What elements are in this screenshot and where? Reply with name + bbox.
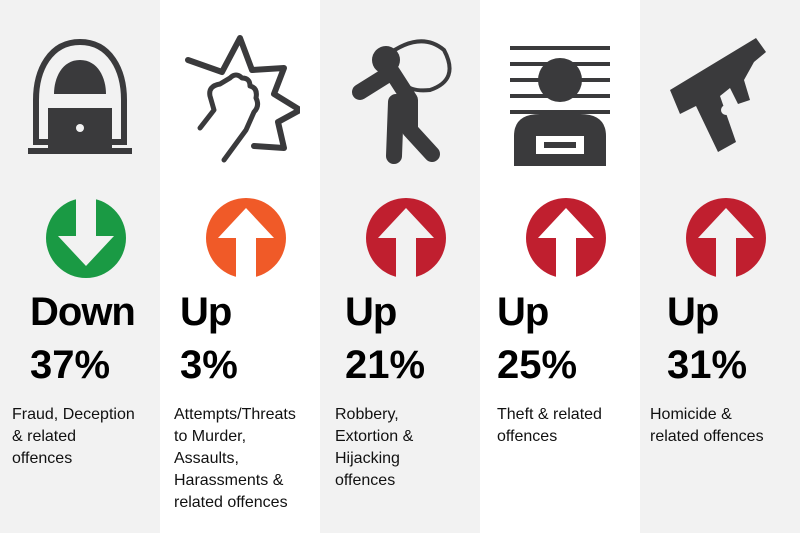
category-label: Theft & related offences (497, 404, 647, 448)
label-line: related offences (650, 428, 764, 445)
direction-text: Down (30, 290, 136, 334)
label-line: Homicide & (650, 406, 732, 423)
arrow-down-icon (46, 198, 126, 278)
category-label: Homicide & related offences (650, 404, 800, 448)
fist-punch-icon (185, 35, 300, 163)
label-line: Theft & related (497, 406, 602, 423)
label-line: Attempts/Threats (174, 406, 296, 423)
label-line: related offences (174, 494, 288, 511)
category-label: Fraud, Deception & related offences (12, 404, 162, 470)
label-line: Hijacking (335, 450, 400, 467)
mugshot-icon (510, 46, 610, 166)
stat-column-homicide: Up 31% Homicide & related offences (640, 0, 800, 533)
hooded-hacker-laptop-icon (28, 38, 132, 154)
category-label: Attempts/Threats to Murder, Assaults, Ha… (174, 404, 324, 514)
label-line: Assaults, (174, 450, 239, 467)
label-line: offences (12, 450, 73, 467)
thief-with-sack-icon (352, 39, 452, 164)
arrow-up-icon (206, 198, 286, 278)
stat-column-fraud: Down 37% Fraud, Deception & related offe… (0, 0, 160, 533)
label-line: Extortion & (335, 428, 414, 445)
arrow-up-icon (526, 198, 606, 278)
percent-text: 21% (345, 343, 426, 387)
direction-text: Up (497, 290, 549, 334)
stat-column-assault: Up 3% Attempts/Threats to Murder, Assaul… (160, 0, 320, 533)
label-line: offences (335, 472, 396, 489)
label-line: Fraud, Deception (12, 406, 135, 423)
percent-text: 37% (30, 343, 111, 387)
percent-text: 25% (497, 343, 578, 387)
label-line: to Murder, (174, 428, 247, 445)
stat-column-theft: Up 25% Theft & related offences (480, 0, 640, 533)
pistol-icon (670, 38, 766, 152)
stat-column-robbery: Up 21% Robbery, Extortion & Hijacking of… (320, 0, 480, 533)
label-line: & related (12, 428, 77, 445)
category-label: Robbery, Extortion & Hijacking offences (335, 404, 485, 492)
label-line: Robbery, (335, 406, 399, 423)
arrow-up-icon (686, 198, 766, 278)
direction-text: Up (180, 290, 232, 334)
percent-text: 31% (667, 343, 748, 387)
direction-text: Up (667, 290, 719, 334)
direction-text: Up (345, 290, 397, 334)
label-line: Harassments & (174, 472, 284, 489)
label-line: offences (497, 428, 558, 445)
percent-text: 3% (180, 343, 238, 387)
arrow-up-icon (366, 198, 446, 278)
